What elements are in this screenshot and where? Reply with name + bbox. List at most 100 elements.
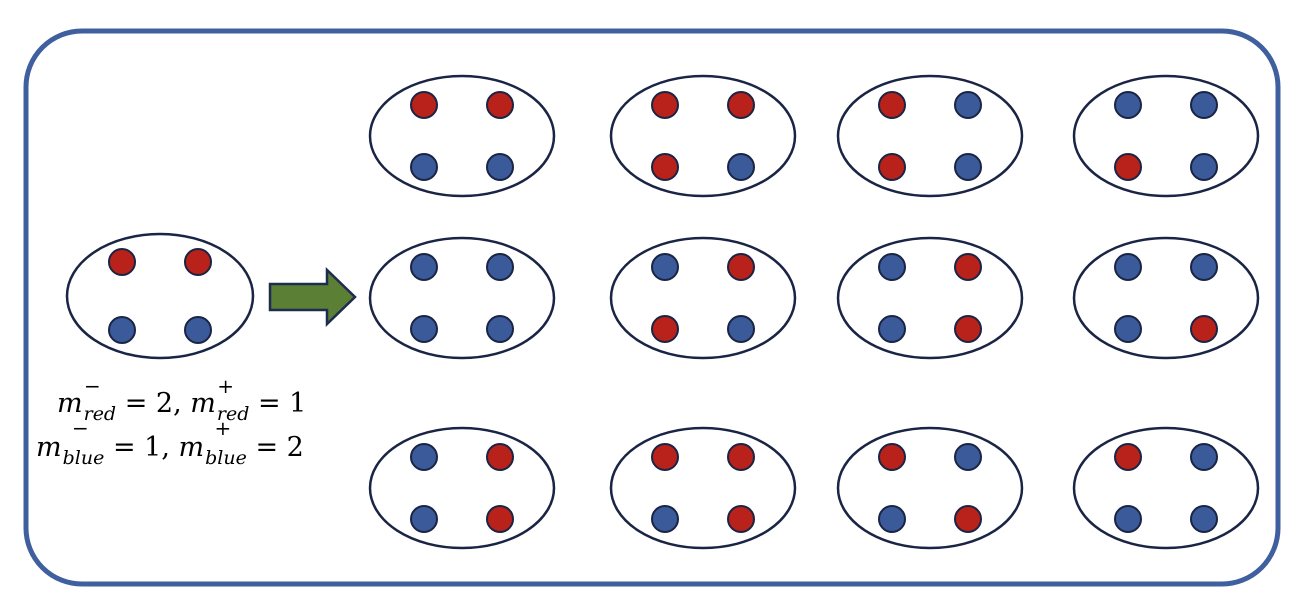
transition-arrow bbox=[268, 267, 357, 327]
blue-dot bbox=[954, 91, 982, 119]
group-ellipse bbox=[1072, 426, 1260, 550]
blue-dot bbox=[878, 253, 906, 281]
m-symbol: m bbox=[190, 388, 216, 419]
superscript-minus: − bbox=[84, 374, 101, 398]
group-ellipse bbox=[836, 74, 1024, 198]
formula-line-red: mred − = 2, mred + = 1 bbox=[57, 376, 307, 424]
red-dot bbox=[1114, 153, 1142, 181]
m-red-minus: mred − bbox=[57, 376, 116, 424]
m-blue-plus: mblue + bbox=[178, 418, 247, 468]
blue-dot bbox=[410, 443, 438, 471]
subscript-red: red bbox=[216, 403, 250, 425]
output-group-11 bbox=[836, 426, 1024, 550]
group-ellipse bbox=[1072, 236, 1260, 360]
output-group-6 bbox=[609, 236, 797, 360]
output-group-1 bbox=[368, 74, 556, 198]
subscript-blue: blue bbox=[62, 447, 105, 469]
blue-minus-value: = 1, bbox=[112, 432, 170, 463]
blue-dot bbox=[1114, 505, 1142, 533]
blue-dot bbox=[1190, 253, 1218, 281]
m-symbol: m bbox=[57, 388, 83, 419]
blue-dot bbox=[1190, 443, 1218, 471]
group-ellipse bbox=[1072, 74, 1260, 198]
output-group-2 bbox=[609, 74, 797, 198]
blue-dot bbox=[1190, 153, 1218, 181]
blue-dot bbox=[486, 153, 514, 181]
red-dot bbox=[651, 91, 679, 119]
subscript-blue: blue bbox=[205, 447, 247, 469]
input-group bbox=[65, 232, 255, 360]
red-dot bbox=[727, 253, 755, 281]
red-dot bbox=[878, 443, 906, 471]
red-dot bbox=[108, 248, 136, 276]
output-group-4 bbox=[1072, 74, 1260, 198]
blue-dot bbox=[486, 315, 514, 343]
blue-dot bbox=[651, 505, 679, 533]
blue-dot bbox=[1114, 315, 1142, 343]
blue-dot bbox=[727, 153, 755, 181]
red-dot bbox=[486, 443, 514, 471]
blue-dot bbox=[954, 443, 982, 471]
group-ellipse bbox=[836, 236, 1024, 360]
blue-dot bbox=[651, 253, 679, 281]
output-group-7 bbox=[836, 236, 1024, 360]
blue-dot bbox=[108, 316, 136, 344]
red-dot bbox=[184, 248, 212, 276]
group-ellipse bbox=[609, 236, 797, 360]
red-dot bbox=[878, 153, 906, 181]
group-ellipse bbox=[368, 426, 556, 550]
subscript-red: red bbox=[83, 403, 117, 425]
red-dot bbox=[1114, 443, 1142, 471]
output-group-10 bbox=[609, 426, 797, 550]
m-symbol: m bbox=[36, 432, 62, 463]
red-dot bbox=[486, 91, 514, 119]
blue-dot bbox=[184, 316, 212, 344]
red-dot bbox=[1190, 315, 1218, 343]
blue-dot bbox=[410, 153, 438, 181]
m-blue-minus: mblue − bbox=[36, 418, 104, 468]
output-group-8 bbox=[1072, 236, 1260, 360]
blue-dot bbox=[727, 315, 755, 343]
blue-dot bbox=[1114, 91, 1142, 119]
output-group-9 bbox=[368, 426, 556, 550]
red-dot bbox=[651, 443, 679, 471]
group-ellipse bbox=[368, 236, 556, 360]
blue-dot bbox=[1190, 505, 1218, 533]
red-dot bbox=[954, 315, 982, 343]
formula-line-blue: mblue − = 1, mblue + = 2 bbox=[36, 418, 304, 468]
red-dot bbox=[486, 505, 514, 533]
red-minus-value: = 2, bbox=[124, 388, 182, 419]
red-dot bbox=[410, 91, 438, 119]
blue-dot bbox=[954, 153, 982, 181]
red-dot bbox=[651, 315, 679, 343]
red-dot bbox=[651, 153, 679, 181]
red-dot bbox=[878, 91, 906, 119]
m-red-plus: mred + bbox=[190, 376, 249, 424]
output-group-3 bbox=[836, 74, 1024, 198]
superscript-plus: + bbox=[214, 416, 232, 440]
blue-dot bbox=[878, 505, 906, 533]
red-dot bbox=[727, 91, 755, 119]
blue-dot bbox=[486, 253, 514, 281]
superscript-plus: + bbox=[217, 374, 235, 398]
red-dot bbox=[954, 253, 982, 281]
group-ellipse bbox=[609, 74, 797, 198]
blue-dot bbox=[410, 253, 438, 281]
group-ellipse bbox=[836, 426, 1024, 550]
red-dot bbox=[727, 505, 755, 533]
group-ellipse bbox=[368, 74, 556, 198]
m-symbol: m bbox=[178, 432, 205, 463]
blue-dot bbox=[410, 505, 438, 533]
groups-layer bbox=[65, 74, 1260, 550]
blue-dot bbox=[1114, 253, 1142, 281]
red-dot bbox=[954, 505, 982, 533]
blue-dot bbox=[1190, 91, 1218, 119]
red-plus-value: = 1 bbox=[257, 388, 307, 419]
blue-dot bbox=[410, 315, 438, 343]
group-ellipse bbox=[609, 426, 797, 550]
output-group-12 bbox=[1072, 426, 1260, 550]
blue-dot bbox=[878, 315, 906, 343]
blue-plus-value: = 2 bbox=[255, 432, 304, 463]
output-group-5 bbox=[368, 236, 556, 360]
